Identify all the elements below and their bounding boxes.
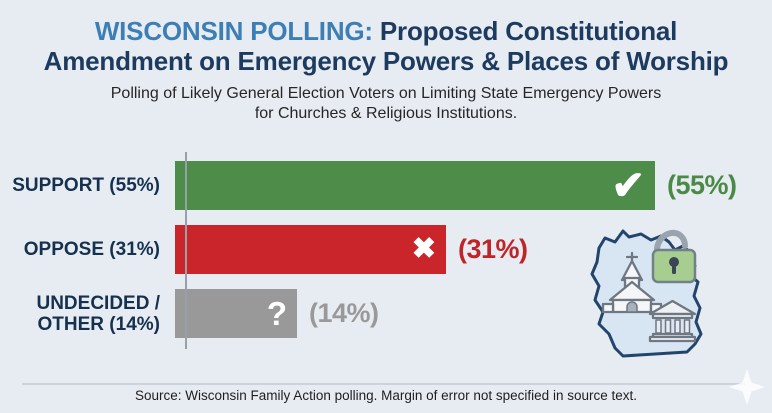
open-padlock-icon: [651, 229, 697, 284]
bar-value-label: (14%): [309, 298, 379, 328]
bar-label: UNDECIDED / OTHER (14%): [36, 292, 160, 335]
government-building-icon: [648, 299, 697, 343]
page-title-line2: Amendment on Emergency Powers & Places o…: [43, 46, 729, 76]
bar-row: SUPPORT (55%) ✔ (55%): [0, 161, 772, 210]
sparkle-icon: [729, 369, 765, 405]
church-icon: [601, 251, 663, 314]
page-title-line1-rest: Proposed Constitutional: [372, 16, 678, 46]
check-icon: ✔: [611, 163, 645, 208]
bar-value-label: (31%): [458, 234, 528, 264]
bar-value-label: (55%): [667, 170, 737, 200]
bar-label: SUPPORT (55%): [12, 175, 160, 196]
question-icon: ?: [266, 295, 287, 332]
bar-row: UNDECIDED / OTHER (14%) ? (14%): [0, 289, 772, 338]
subtitle: Polling of Likely General Election Voter…: [0, 84, 772, 124]
bar-label: OPPOSE (31%): [23, 239, 160, 260]
axis-line: [185, 152, 187, 349]
subtitle-line2: for Churches & Religious Institutions.: [254, 105, 518, 122]
bar: ✖: [175, 225, 446, 274]
subtitle-line1: Polling of Likely General Election Voter…: [110, 85, 662, 102]
header: WISCONSIN POLLING: Proposed Constitution…: [0, 16, 772, 124]
page-title-highlight: WISCONSIN POLLING:: [94, 16, 373, 46]
wisconsin-illustration: [590, 229, 703, 358]
bar: ✔: [175, 161, 655, 210]
x-icon: ✖: [411, 233, 436, 265]
bar-row: OPPOSE (31%) ✖ (31%): [0, 225, 772, 274]
bar: ?: [175, 289, 297, 338]
bar-chart: SUPPORT (55%) ✔ (55%) OPPOSE (31%) ✖ (31…: [0, 152, 772, 353]
footer-divider: [22, 383, 745, 385]
bar-rows: SUPPORT (55%) ✔ (55%) OPPOSE (31%) ✖ (31…: [0, 161, 772, 338]
source-text: Source: Wisconsin Family Action polling.…: [135, 388, 637, 403]
page-title: WISCONSIN POLLING: Proposed Constitution…: [0, 16, 772, 76]
